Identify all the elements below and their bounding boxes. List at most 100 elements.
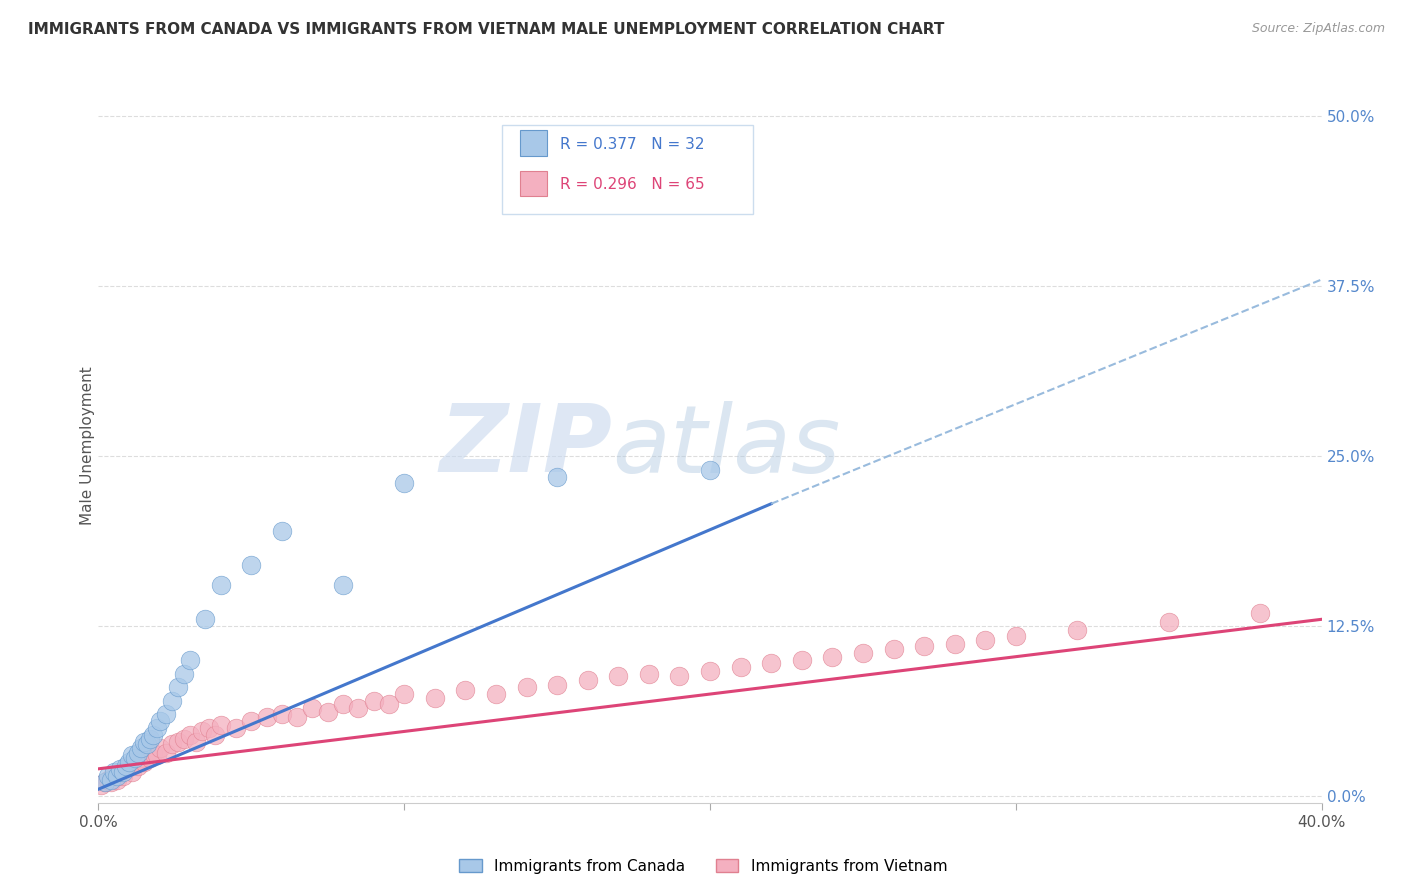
Point (115, 759, 138, 773)
Point (97, 772, 120, 787)
Point (332, 697, 354, 711)
Point (240, 714, 263, 729)
Point (149, 741, 172, 756)
Text: ZIP: ZIP (439, 400, 612, 492)
Point (186, 734, 208, 748)
Point (115, 762, 138, 776)
Point (194, 612, 217, 626)
Point (943, 637, 966, 651)
Point (179, 728, 201, 742)
Point (668, 669, 690, 683)
Point (108, 762, 131, 776)
Point (423, 691, 446, 706)
Point (93, 775, 115, 789)
Point (121, 748, 143, 763)
Point (173, 666, 195, 681)
Point (209, 718, 232, 732)
Point (1066, 623, 1088, 637)
Point (136, 748, 159, 763)
Point (546, 469, 568, 483)
Point (111, 769, 134, 783)
Point (392, 687, 416, 701)
Point (607, 669, 630, 683)
Point (142, 746, 165, 760)
Point (378, 697, 401, 711)
Point (139, 751, 162, 765)
Point (392, 476, 416, 491)
Point (454, 683, 477, 698)
Point (637, 666, 661, 681)
Point (485, 687, 508, 701)
Point (912, 640, 935, 654)
Point (197, 721, 219, 735)
Point (730, 660, 752, 674)
Point (103, 769, 125, 783)
Point (105, 772, 128, 787)
Text: IMMIGRANTS FROM CANADA VS IMMIGRANTS FROM VIETNAM MALE UNEMPLOYMENT CORRELATION : IMMIGRANTS FROM CANADA VS IMMIGRANTS FRO… (28, 22, 945, 37)
Point (173, 731, 195, 746)
Point (118, 755, 141, 769)
Point (852, 646, 875, 660)
Point (316, 705, 339, 719)
Point (974, 632, 997, 647)
Point (127, 759, 149, 773)
Point (179, 653, 201, 667)
Point (134, 734, 156, 748)
Point (149, 714, 172, 729)
Point (790, 653, 813, 667)
Point (270, 707, 292, 722)
Point (160, 737, 183, 751)
Legend: Immigrants from Canada, Immigrants from Vietnam: Immigrants from Canada, Immigrants from … (453, 853, 953, 880)
Point (699, 664, 721, 678)
Point (191, 723, 214, 738)
FancyBboxPatch shape (502, 125, 752, 214)
Point (145, 748, 167, 763)
Point (332, 578, 354, 592)
Point (209, 578, 232, 592)
Point (759, 656, 782, 670)
Point (100, 772, 122, 787)
FancyBboxPatch shape (520, 171, 547, 196)
Point (100, 775, 122, 789)
Point (108, 764, 131, 779)
Point (155, 707, 177, 722)
Point (225, 721, 247, 735)
Point (301, 700, 323, 714)
Point (105, 769, 128, 783)
Point (1249, 606, 1271, 620)
Point (256, 710, 278, 724)
Point (167, 680, 190, 694)
Point (111, 764, 134, 779)
Point (136, 737, 159, 751)
Point (145, 721, 167, 735)
Point (103, 764, 125, 779)
Point (97, 769, 120, 783)
Point (821, 650, 844, 665)
Point (124, 755, 146, 769)
FancyBboxPatch shape (520, 130, 547, 155)
Point (127, 746, 149, 760)
Point (204, 728, 226, 742)
Point (347, 700, 370, 714)
Point (240, 558, 263, 572)
Point (134, 755, 156, 769)
Y-axis label: Male Unemployment: Male Unemployment (80, 367, 94, 525)
Point (118, 759, 141, 773)
Point (363, 694, 385, 708)
Text: Source: ZipAtlas.com: Source: ZipAtlas.com (1251, 22, 1385, 36)
Point (1157, 615, 1180, 629)
Text: R = 0.296   N = 65: R = 0.296 N = 65 (560, 177, 704, 192)
Point (139, 731, 162, 746)
Point (270, 524, 292, 538)
Point (167, 734, 190, 748)
Point (129, 741, 152, 756)
Point (576, 673, 599, 688)
Text: atlas: atlas (612, 401, 841, 491)
Point (124, 751, 146, 765)
Point (93, 775, 115, 789)
Point (1004, 629, 1026, 643)
Point (155, 746, 177, 760)
Point (142, 728, 165, 742)
Point (516, 680, 538, 694)
Point (546, 677, 568, 691)
